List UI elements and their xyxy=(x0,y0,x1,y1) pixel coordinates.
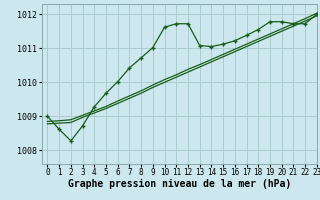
X-axis label: Graphe pression niveau de la mer (hPa): Graphe pression niveau de la mer (hPa) xyxy=(68,179,291,189)
